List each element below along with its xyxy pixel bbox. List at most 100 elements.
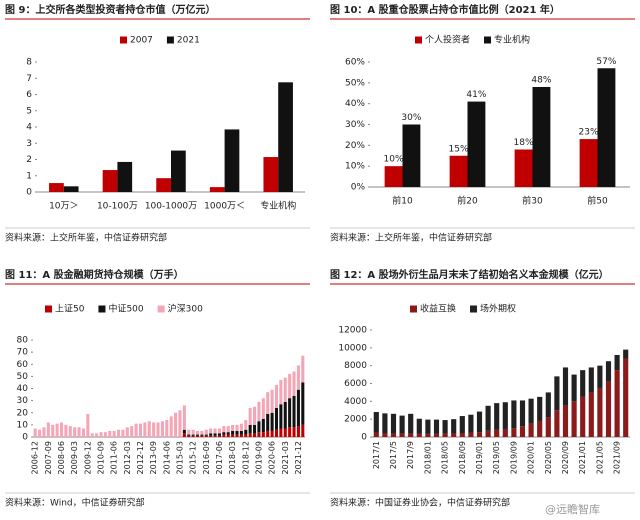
bar-segment (204, 429, 208, 435)
bar-segment (51, 424, 55, 437)
y-tick-label: 8000 (344, 361, 367, 371)
x-tick-label: 2020/05 (544, 441, 553, 474)
y-tick-label: 60% (345, 58, 365, 68)
legend-label: 沪深300 (168, 303, 203, 315)
bar-segment (288, 373, 292, 399)
source-note: 资料来源：中国证券业协会，中信证券研究部 (330, 497, 510, 509)
y-tick-label: 30% (345, 120, 365, 130)
x-tick-label: 2012-12 (136, 441, 145, 474)
bar-segment (86, 413, 90, 437)
bar-segment (73, 427, 77, 437)
bar (449, 155, 468, 187)
y-tick-label: 8 (26, 58, 32, 68)
y-tick-label: 6000 (344, 379, 367, 389)
bar-segment (204, 434, 208, 436)
x-tick-label: 2009-12 (83, 441, 92, 474)
source-note: 资料来源：上交所年鉴，中信证券研究部 (330, 232, 492, 244)
bar-segment (425, 433, 431, 437)
bar-segment (494, 403, 500, 430)
bar-segment (182, 429, 186, 434)
bar-segment (42, 427, 46, 437)
x-tick-label: 2011-06 (110, 441, 119, 474)
legend-swatch (157, 305, 165, 313)
bar-segment (528, 423, 534, 437)
bar-segment (279, 404, 283, 429)
bar-segment (408, 433, 414, 437)
bar-segment (191, 429, 195, 435)
bar-segment (266, 430, 270, 437)
data-label: 23% (579, 128, 599, 138)
data-label: 10% (384, 155, 404, 165)
bar-segment (81, 428, 85, 437)
bar-segment (519, 400, 526, 427)
bar-segment (296, 426, 300, 437)
legend-label: 场外期权 (480, 303, 516, 315)
bar-segment (46, 422, 50, 437)
x-tick-label: 2021-03 (281, 441, 290, 474)
bar-segment (231, 430, 235, 435)
bar-segment (301, 382, 305, 425)
legend-label: 2021 (177, 36, 200, 46)
x-tick-label: 2017/9 (406, 441, 415, 469)
bar (514, 149, 533, 187)
source-note: 资料来源：上交所年鉴，中信证券研究部 (5, 232, 167, 244)
x-tick-label: 前10 (392, 195, 413, 207)
bar-segment (156, 422, 160, 437)
bar-segment (261, 432, 265, 437)
bar-segment (442, 433, 448, 437)
x-tick-label: 前50 (587, 195, 608, 207)
bar-segment (390, 413, 397, 434)
chart-title: 图 10：A 股重仓股票占持仓市值比例（2021 年） (330, 3, 560, 16)
bar (102, 170, 118, 192)
x-tick-label: 100-1000万 (145, 202, 197, 212)
data-label: 30% (401, 113, 421, 123)
y-tick-label: 4000 (344, 397, 367, 407)
bar-segment (160, 421, 164, 437)
bar-segment (209, 428, 213, 434)
bar-segment (485, 405, 491, 431)
bar-segment (200, 430, 204, 435)
bar (117, 161, 133, 192)
bar-segment (195, 434, 200, 436)
bar-segment (270, 412, 274, 431)
bar-segment (266, 392, 270, 414)
bar-segment (187, 434, 191, 436)
y-tick-label: 2 (26, 155, 32, 165)
x-tick-label: 10万＞ (49, 202, 78, 212)
bar-segment (537, 396, 543, 421)
bar-segment (442, 420, 448, 434)
bar-segment (416, 433, 422, 437)
bar-segment (187, 435, 191, 437)
bar-segment (562, 367, 569, 406)
bar-segment (222, 434, 226, 437)
bar-segment (231, 424, 235, 431)
bar-segment (55, 423, 59, 437)
x-tick-label: 2017/5 (389, 441, 398, 469)
bar-segment (253, 424, 257, 434)
bar-segment (292, 395, 296, 428)
legend-swatch (120, 36, 127, 44)
y-tick-label: 5 (26, 106, 32, 116)
bar-segment (77, 427, 81, 437)
data-label: 15% (449, 144, 469, 154)
x-tick-label: 2018-03 (228, 441, 237, 474)
bar-segment (182, 433, 186, 437)
bar-segment (571, 374, 577, 402)
legend-swatch (470, 305, 478, 313)
bar-segment (33, 428, 37, 437)
x-tick-label: 2018/09 (458, 441, 467, 474)
x-tick-label: 2020-06 (268, 441, 277, 474)
x-tick-label: 2007-09 (44, 441, 53, 474)
legend-label: 2007 (130, 36, 153, 46)
data-label: 57% (596, 57, 616, 67)
bar-segment (187, 429, 191, 435)
x-tick-label: 2019-09 (254, 441, 263, 474)
bar-segment (399, 415, 405, 434)
bar-segment (476, 432, 483, 437)
data-label: 41% (466, 90, 486, 100)
y-tick-label: 1 (26, 171, 32, 181)
bar-segment (244, 429, 248, 435)
bar-segment (623, 358, 629, 437)
x-tick-label: 2021/09 (613, 441, 622, 474)
bar-segment (90, 433, 94, 437)
